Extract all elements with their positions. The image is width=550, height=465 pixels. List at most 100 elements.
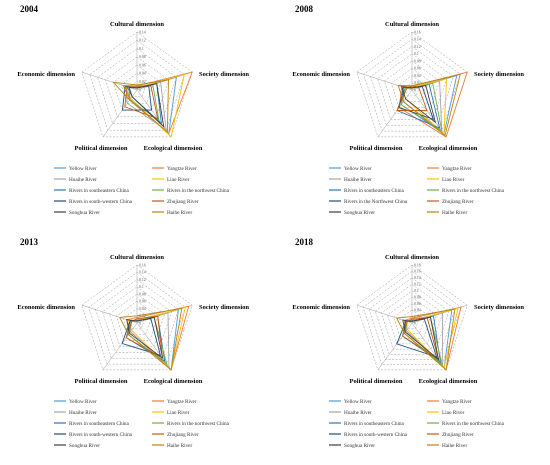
legend-label: Rivers in southeastern China	[344, 421, 404, 427]
tick-label: 0.14	[414, 276, 421, 280]
panel-year-title: 2018	[295, 237, 314, 247]
dimension-label: Society dimension	[474, 71, 524, 78]
dimension-label: Society dimension	[474, 304, 524, 311]
legend-label: Huaihe River	[344, 177, 372, 183]
radar-svg: 2008 0 0.02 0.04 0.06 0.08 0.1 0.12 0.14 0.16 Cult…	[292, 4, 524, 216]
panel-year-title: 2013	[20, 237, 39, 247]
legend-label: Rivers in the Northwest China	[344, 199, 408, 205]
tick-label: 0.06	[414, 302, 421, 306]
legend-label: Songhua River	[344, 210, 375, 216]
legend-label: Yangtze River	[442, 166, 472, 172]
radar-panel-2018: 2018 0 0.02 0.04 0.06 0.08 0.1 0.12 0.14 0.16 0.18…	[275, 233, 550, 465]
series-line	[402, 316, 440, 361]
dimension-label: Cultural dimension	[385, 254, 439, 261]
grid-ring	[391, 67, 433, 108]
legend-label: Liao River	[167, 177, 190, 183]
tick-label: 0.12	[139, 39, 146, 43]
tick-label: 0	[139, 88, 141, 92]
dimension-label: Economic dimension	[17, 71, 75, 78]
dimension-label: Economic dimension	[292, 304, 350, 311]
grid-ring	[363, 38, 461, 132]
tick-label: 0.06	[139, 300, 146, 304]
grid-ring	[88, 271, 186, 365]
legend-label: Rivers in south-western China	[344, 432, 408, 438]
legend-label: Rivers in the northwest China	[442, 188, 505, 194]
radar-svg: 201800.020.040.060.080.10.120.140.160.18…	[292, 237, 524, 449]
grid-ring	[102, 286, 172, 353]
tick-label: 0.12	[139, 278, 146, 282]
radar-panel-2013: 2013 0 0.02 0.04 0.06 0.08 0.1 0.12 0.14 0.16 Cult…	[0, 233, 275, 465]
tick-label: 0.1	[414, 289, 419, 293]
grid-ring	[105, 56, 169, 118]
grid-ring	[387, 296, 437, 345]
tick-label: 0.16	[139, 263, 146, 267]
legend-label: Zhujiang River	[442, 199, 474, 205]
tick-label: 0.12	[414, 283, 421, 287]
dimension-label: Cultural dimension	[110, 21, 164, 28]
tick-label: 0	[414, 321, 416, 325]
legend-label: Zhujiang River	[167, 199, 199, 205]
tick-label: 0.08	[414, 59, 421, 63]
legend-label: Rivers in south-western China	[69, 199, 133, 205]
tick-label: 0.14	[139, 271, 146, 275]
radar-panel-2008: 2008 0 0.02 0.04 0.06 0.08 0.1 0.12 0.14 0.16 Cult…	[275, 0, 550, 232]
tick-label: 0.08	[414, 296, 421, 300]
tick-label: 0.08	[139, 55, 146, 59]
legend-label: Huaihe River	[344, 410, 372, 416]
tick-label: 0.02	[414, 81, 421, 85]
legend-label: Yellow River	[69, 166, 97, 172]
legend-label: Haihe River	[167, 443, 192, 449]
dimension-label: Political dimension	[350, 378, 403, 385]
tick-label: 0.02	[139, 80, 146, 84]
dimension-label: Economic dimension	[292, 71, 350, 78]
tick-label: 0.04	[139, 307, 146, 311]
grid-ring	[95, 279, 179, 359]
tick-label: 0.18	[414, 263, 421, 267]
tick-label: 0.04	[139, 72, 146, 76]
series-line	[396, 308, 456, 371]
panel-year-title: 2008	[295, 4, 314, 14]
series-line	[126, 316, 164, 360]
grid-ring	[405, 316, 419, 329]
legend-label: Zhujiang River	[167, 432, 199, 438]
legend-label: Haihe River	[167, 210, 192, 216]
radar-svg: 201300.020.040.060.080.10.120.140.16Cult…	[17, 237, 249, 449]
grid-ring	[120, 73, 154, 104]
tick-label: 0.14	[139, 30, 146, 34]
dimension-label: Political dimension	[75, 145, 128, 152]
radar-svg: 2004 0 0.02 0.04 0.06 0.08 0.1 0.12 0.14 Cultural…	[17, 4, 249, 216]
series-line	[119, 307, 183, 371]
legend-label: Yellow River	[344, 166, 372, 172]
dimension-label: Society dimension	[199, 71, 249, 78]
legend-label: Huaihe River	[69, 177, 97, 183]
tick-label: 0.16	[414, 270, 421, 274]
legend-label: Haihe River	[442, 210, 467, 216]
axis-spoke	[377, 322, 413, 371]
legend-label: Songhua River	[69, 443, 100, 449]
dimension-label: Cultural dimension	[110, 254, 164, 261]
tick-label: 0.1	[139, 285, 144, 289]
grid-ring	[384, 60, 440, 114]
series-line	[112, 79, 169, 133]
tick-label: 0.16	[414, 30, 421, 34]
legend-label: Songhua River	[344, 443, 375, 449]
series-line	[400, 82, 443, 133]
dimension-label: Cultural dimension	[385, 21, 439, 28]
legend-label: Huaihe River	[69, 410, 97, 416]
series-line	[401, 84, 437, 124]
series-line	[128, 83, 165, 129]
tick-label: 0.08	[139, 292, 146, 296]
legend-label: Liao River	[442, 177, 465, 183]
grid-ring	[374, 283, 450, 355]
tick-label: 0.12	[414, 45, 421, 49]
dimension-label: Society dimension	[199, 304, 249, 311]
legend-label: Rivers in the northwest China	[167, 421, 230, 427]
dimension-label: Political dimension	[75, 378, 128, 385]
radar-panel-2004: 2004 0 0.02 0.04 0.06 0.08 0.1 0.12 0.14 Cultural…	[0, 0, 275, 232]
dimension-label: Ecological dimension	[419, 145, 478, 152]
legend-label: Rivers in southeastern China	[69, 421, 129, 427]
legend-label: Liao River	[442, 410, 465, 416]
legend-label: Liao River	[167, 410, 190, 416]
legend-label: Yangtze River	[167, 166, 197, 172]
